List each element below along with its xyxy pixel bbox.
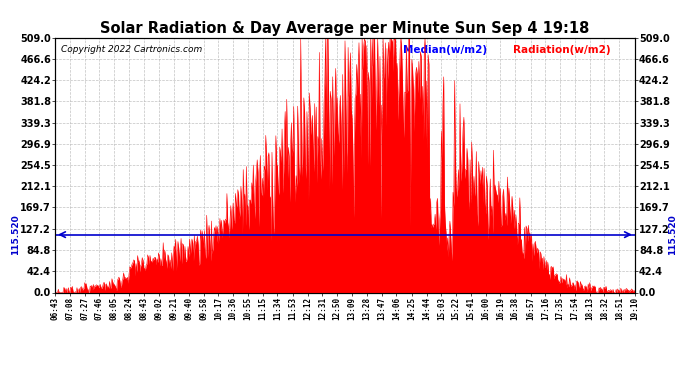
Title: Solar Radiation & Day Average per Minute Sun Sep 4 19:18: Solar Radiation & Day Average per Minute… xyxy=(100,21,590,36)
Text: Copyright 2022 Cartronics.com: Copyright 2022 Cartronics.com xyxy=(61,45,202,54)
Text: 115.520: 115.520 xyxy=(668,214,677,255)
Text: Radiation(w/m2): Radiation(w/m2) xyxy=(513,45,611,55)
Text: Median(w/m2): Median(w/m2) xyxy=(403,45,487,55)
Text: 115.520: 115.520 xyxy=(11,214,20,255)
